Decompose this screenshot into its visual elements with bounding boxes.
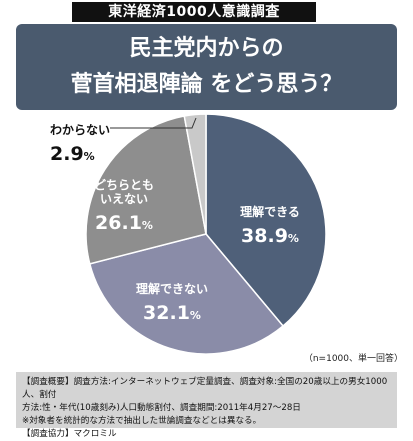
title-header: 民主党内からの 菅首相退陣論 をどう思う？ bbox=[16, 24, 397, 110]
slice-label-neither-1: どちらとも bbox=[94, 178, 154, 192]
leader-line-dont-know bbox=[110, 117, 197, 129]
footer-line-4: 【調査協力】マクロミル bbox=[22, 429, 117, 439]
footer-line-1: 【調査概要】調査方法:インターネットウェブ定量調査、調査対象:全国の20歳以上の… bbox=[22, 377, 388, 400]
slice-label-dont-know: わからない bbox=[50, 123, 110, 137]
slice-label-understand: 理解できる bbox=[240, 204, 300, 219]
slice-label-neither-2: いえない bbox=[100, 192, 148, 206]
slice-label-dont-understand: 理解できない bbox=[136, 281, 208, 296]
slice-value-dont-understand: 32.1% bbox=[143, 302, 201, 324]
title-line-2: 菅首相退陣論 をどう思う？ bbox=[70, 71, 343, 97]
title-line-1: 民主党内からの bbox=[129, 35, 284, 61]
slice-value-neither: 26.1% bbox=[95, 212, 153, 234]
pie-outline bbox=[85, 113, 327, 355]
survey-footer: 【調査概要】調査方法:インターネットウェブ定量調査、調査対象:全国の20歳以上の… bbox=[16, 372, 397, 439]
footer-line-2: 方法:性・年代(10歳刻み)人口動態割付、調査期間:2011年4月27〜28日 bbox=[22, 403, 301, 413]
footer-line-3: ※対象者を統計的な方法で抽出した世論調査などとは異なる。 bbox=[22, 416, 262, 426]
sample-note: （n=1000、単一回答） bbox=[303, 354, 403, 364]
survey-tag: 東洋経済1000人意識調査 bbox=[72, 2, 316, 22]
slice-value-understand: 38.9% bbox=[241, 225, 299, 247]
pie-slices bbox=[85, 113, 327, 355]
slice-value-dont-know: 2.9% bbox=[50, 143, 95, 165]
